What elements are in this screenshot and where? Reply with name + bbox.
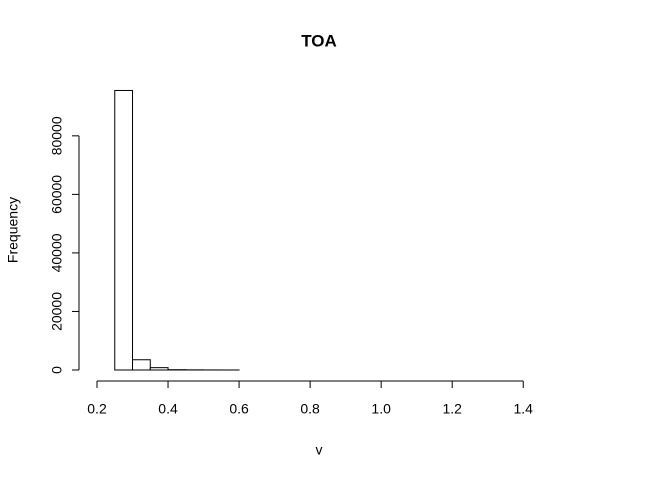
y-axis-label: Frequency bbox=[5, 197, 21, 263]
bar bbox=[132, 359, 151, 371]
x-axis-label: v bbox=[316, 442, 323, 458]
y-tick-label: 60000 bbox=[49, 175, 65, 214]
chart-title: TOA bbox=[301, 31, 337, 50]
y-tick-label: 20000 bbox=[49, 292, 65, 331]
y-tick-label: 40000 bbox=[49, 233, 65, 272]
x-tick-label: 1.4 bbox=[514, 401, 534, 417]
x-tick-label: 0.4 bbox=[158, 401, 178, 417]
y-tick-label: 80000 bbox=[49, 116, 65, 155]
x-tick-label: 1.2 bbox=[442, 401, 462, 417]
x-tick-label: 0.2 bbox=[87, 401, 107, 417]
x-tick-label: 1.0 bbox=[371, 401, 391, 417]
y-tick-label: 0 bbox=[49, 366, 65, 374]
bar bbox=[114, 89, 134, 371]
x-tick-label: 0.8 bbox=[300, 401, 320, 417]
bar bbox=[149, 367, 169, 371]
x-tick-label: 0.6 bbox=[229, 401, 249, 417]
